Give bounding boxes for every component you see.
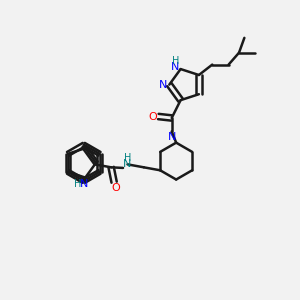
Text: N: N <box>123 159 132 170</box>
Text: O: O <box>148 112 157 122</box>
Text: H: H <box>172 56 179 66</box>
Text: N: N <box>171 62 179 72</box>
Text: N: N <box>80 178 88 188</box>
Text: N: N <box>159 80 167 90</box>
Text: H: H <box>124 153 131 164</box>
Text: H: H <box>74 178 82 188</box>
Text: N: N <box>167 132 176 142</box>
Text: O: O <box>111 183 120 193</box>
